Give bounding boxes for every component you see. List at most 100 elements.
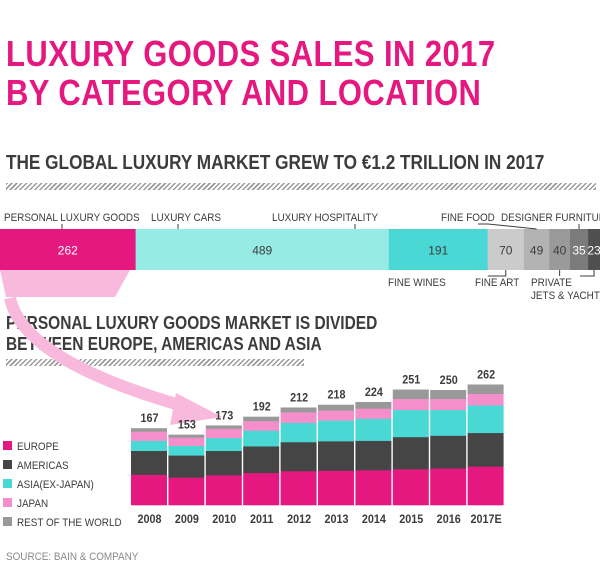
bar-2009-americas [168,455,205,478]
segment-value: 49 [530,244,544,258]
page-title: LUXURY GOODS SALES IN 2017 BY CATEGORY A… [6,34,495,112]
segment-value: 191 [428,244,448,258]
segment-value: 262 [58,244,78,258]
bar-2017E-rest-of-the-world [467,384,504,394]
subtitle: THE GLOBAL LUXURY MARKET GREW TO €1.2 TR… [6,152,545,174]
bar-total-label: 224 [365,386,384,399]
legend-label: EUROPE [17,442,59,454]
bar-2010-americas [205,450,242,476]
divider-section [6,359,304,366]
bar-2014-rest-of-the-world [355,401,392,409]
section-title-line-1: PERSONAL LUXURY GOODS MARKET IS DIVIDED [6,313,378,333]
title-line-2: BY CATEGORY AND LOCATION [6,72,482,113]
bar-total-label: 167 [140,413,158,426]
bar-2012-americas [280,441,317,472]
bar-total-label: 192 [253,401,271,414]
legend-label: AMERICAS [17,461,69,473]
category-label: DESIGNER FURNITURE [501,213,600,225]
source-note: SOURCE: BAIN & COMPANY [6,551,139,563]
category-label: LUXURY HOSPITALITY [272,213,378,225]
x-tick-label: 2016 [437,514,461,527]
category-label: FINE FOOD [441,213,495,225]
category-label: PRIVATE JETS & YACHTS [531,278,600,303]
bar-total-label: 212 [290,392,308,405]
legend-label: REST OF THE WORLD [17,518,122,530]
x-tick-label: 2014 [362,514,387,527]
bar-2009-japan [168,437,205,446]
bar-2011-europe [243,472,280,506]
bar-2012-europe [280,470,317,506]
category-label: FINE WINES [388,278,446,290]
pink-arrow-curve [4,296,192,414]
bar-2010-japan [205,428,242,439]
bar-2009-asia-ex-japan- [168,445,205,456]
segment-6 [549,229,571,270]
legend-swatch [3,460,12,469]
x-tick-label: 2011 [250,514,274,527]
segment-2 [135,229,390,270]
bar-2014-americas [355,440,392,471]
leader-line [478,223,537,230]
bar-2016-rest-of-the-world [430,390,467,400]
bar-2015-americas [392,436,429,470]
x-tick-label: 2017E [470,514,502,527]
bar-2014-japan [355,408,392,419]
bar-2011-japan [243,420,280,431]
bar-2009-rest-of-the-world [168,434,205,438]
bar-2015-rest-of-the-world [392,389,429,400]
bar-2013-japan [318,410,354,421]
title-line-1: LUXURY GOODS SALES IN 2017 [6,33,496,74]
segment-value: 70 [499,244,513,258]
bar-total-label: 262 [477,369,495,382]
bar-total-label: 173 [215,410,233,423]
bar-2015-japan [392,398,429,411]
bar-2011-rest-of-the-world [243,416,280,422]
bar-2008-europe [131,474,167,506]
legend-label: JAPAN [17,499,48,511]
segment-value: 23 [587,244,600,258]
bar-2011-americas [243,446,280,474]
bar-2013-americas [318,441,354,471]
bar-total-label: 218 [327,389,345,402]
bar-2013-rest-of-the-world [318,404,354,411]
segment-5 [523,229,550,270]
x-tick-label: 2010 [212,514,236,527]
bar-2016-americas [430,435,467,469]
divider-top [6,183,596,190]
section-title: PERSONAL LUXURY GOODS MARKET IS DIVIDED … [6,313,377,355]
bar-2012-asia-ex-japan- [280,422,317,443]
bar-2015-asia-ex-japan- [392,409,429,438]
bar-2008-americas [131,450,167,475]
segment-value: 489 [252,244,272,258]
segment-value: 40 [553,244,567,258]
category-label: PERSONAL LUXURY GOODS [4,213,140,225]
funnel-connector [0,270,130,297]
bar-2016-asia-ex-japan- [430,409,467,436]
bar-2010-asia-ex-japan- [205,437,242,452]
segment-1 [0,229,136,270]
bar-2014-europe [355,470,392,506]
bar-2017E-japan [467,393,504,406]
bar-2010-europe [205,475,242,506]
bar-2012-japan [280,412,317,423]
category-label: FINE ART [475,278,520,290]
legend-swatch [3,517,12,526]
bar-2011-asia-ex-japan- [243,430,280,447]
bar-2017E-americas [467,432,504,467]
segment-value: 35 [572,244,586,258]
bar-total-label: 250 [440,375,458,388]
legend-swatch [3,441,12,450]
bar-2017E-asia-ex-japan- [467,405,504,434]
bar-2013-asia-ex-japan- [318,420,354,442]
pink-arrow-head [170,393,222,425]
bar-total-label: 251 [402,374,421,387]
bar-2008-japan [131,431,167,441]
x-tick-label: 2015 [399,514,424,527]
bar-2016-europe [430,468,467,506]
bar-2015-europe [392,469,429,506]
bar-total-label: 153 [178,419,196,432]
bar-2009-europe [168,477,205,506]
x-tick-label: 2009 [175,514,199,527]
legend-swatch [3,479,12,488]
